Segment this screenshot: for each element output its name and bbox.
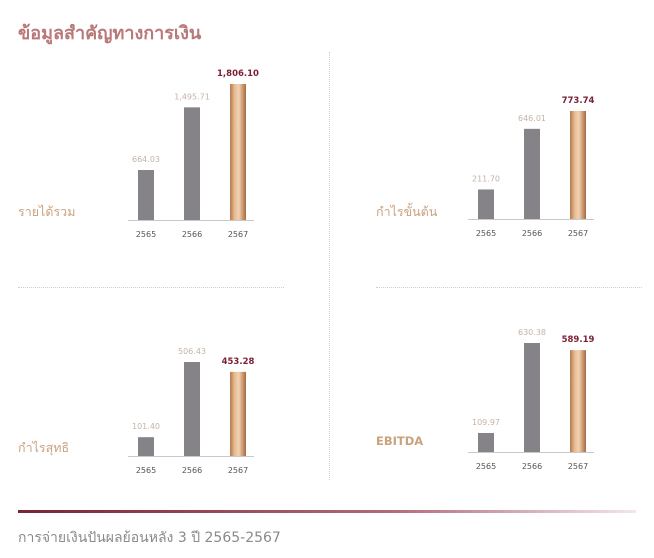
value-label-2566: 646.01 xyxy=(518,114,546,123)
bar-2565 xyxy=(478,432,494,452)
value-label-2565: 211.70 xyxy=(472,174,500,183)
value-label-2565: 101.40 xyxy=(132,422,160,431)
tick-label-2565: 2565 xyxy=(476,229,496,238)
value-label-2566: 1,495.71 xyxy=(174,92,210,101)
bar-2565 xyxy=(138,169,154,220)
tick-label-2566: 2566 xyxy=(182,466,202,475)
chart-panel-ebitda: EBITDA 109.97 2565 630.38 2566 589.19 2567 xyxy=(340,288,640,518)
vertical-divider xyxy=(329,52,330,480)
value-label-2565: 109.97 xyxy=(472,418,500,427)
chart-panel-gross-profit: กำไรขั้นต้น 211.70 2565 646.01 2566 773.74 25… xyxy=(340,52,640,282)
tick-label-2565: 2565 xyxy=(476,462,496,471)
value-label-2567: 1,806.10 xyxy=(217,69,259,79)
horizontal-divider-right xyxy=(376,287,642,288)
chart-gross-profit: 211.70 2565 646.01 2566 773.74 2567 xyxy=(468,96,595,238)
tick-label-2565: 2565 xyxy=(136,466,156,475)
value-label-2567: 773.74 xyxy=(562,96,595,106)
chart-label-gross-profit: กำไรขั้นต้น xyxy=(376,204,438,219)
bar-2567 xyxy=(230,84,246,220)
bar-2567 xyxy=(230,371,246,456)
bar-2566 xyxy=(524,343,540,452)
chart-ebitda: 109.97 2565 630.38 2566 589.19 2567 xyxy=(468,328,595,471)
bar-2566 xyxy=(184,362,200,456)
bar-2567 xyxy=(570,350,586,452)
bar-2565 xyxy=(478,189,494,219)
bar-2566 xyxy=(184,107,200,220)
value-label-2565: 664.03 xyxy=(132,155,160,164)
chart-net-profit: 101.40 2565 506.43 2566 453.28 2567 xyxy=(128,347,255,475)
chart-label-ebitda: EBITDA xyxy=(376,434,424,448)
bar-2565 xyxy=(138,437,154,456)
chart-label-revenue: รายได้รวม xyxy=(18,204,76,219)
value-label-2566: 630.38 xyxy=(518,328,546,337)
tick-label-2566: 2566 xyxy=(182,230,202,239)
tick-label-2567: 2567 xyxy=(228,466,248,475)
chart-revenue: 664.03 2565 1,495.71 2566 1,806.10 2567 xyxy=(128,69,259,239)
tick-label-2567: 2567 xyxy=(228,230,248,239)
bar-2566 xyxy=(524,128,540,219)
value-label-2567: 453.28 xyxy=(222,357,255,367)
chart-panel-net-profit: กำไรสุทธิ 101.40 2565 506.43 2566 453.28 2567 xyxy=(0,288,300,518)
tick-label-2566: 2566 xyxy=(522,229,542,238)
footer-divider xyxy=(18,510,636,513)
footer-caption: การจ่ายเงินปันผลย้อนหลัง 3 ปี 2565-2567 xyxy=(18,530,281,546)
value-label-2566: 506.43 xyxy=(178,347,206,356)
value-label-2567: 589.19 xyxy=(562,335,595,345)
tick-label-2567: 2567 xyxy=(568,462,588,471)
bar-2567 xyxy=(570,111,586,219)
chart-panel-revenue: รายได้รวม 664.03 2565 1,495.71 2566 1,806.10… xyxy=(0,52,300,282)
tick-label-2565: 2565 xyxy=(136,230,156,239)
tick-label-2567: 2567 xyxy=(568,229,588,238)
horizontal-divider-left xyxy=(18,287,284,288)
tick-label-2566: 2566 xyxy=(522,462,542,471)
page-title: ข้อมูลสำคัญทางการเงิน xyxy=(18,23,202,44)
chart-label-net-profit: กำไรสุทธิ xyxy=(18,440,70,455)
